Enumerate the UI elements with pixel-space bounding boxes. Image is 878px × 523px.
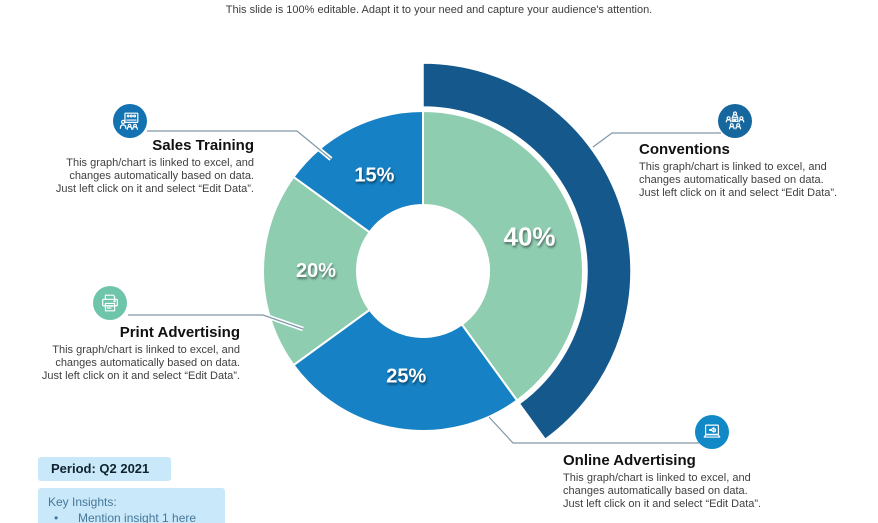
callout-title: Conventions [639, 141, 730, 158]
callout-desc-line: This graph/chart is linked to excel, and [639, 161, 827, 173]
callout-online-advertising: Online Advertising This graph/chart is l… [563, 452, 779, 511]
donut-slice-labels: 40% 25% 20% 15% [296, 165, 556, 388]
slice-conventions[interactable] [422, 109, 584, 402]
callout-desc-line: changes automatically based on data. [563, 485, 748, 497]
key-insights-bullet-text: Mention insight 1 here [78, 511, 197, 523]
callout-title: Print Advertising [119, 324, 240, 341]
callout-title: Sales Training [152, 137, 254, 154]
bullet-dot: • [54, 511, 59, 523]
printer-icon [93, 286, 127, 320]
laptop-ad-icon [695, 415, 729, 449]
callout-desc-line: This graph/chart is linked to excel, and [563, 472, 751, 484]
slice-label: 15% [354, 165, 394, 187]
slice-online-advertising[interactable] [292, 308, 519, 432]
callout-desc-line: This graph/chart is linked to excel, and [66, 157, 254, 169]
slice-label: 20% [296, 260, 336, 282]
period-label: Period: Q2 2021 [51, 461, 150, 476]
slice-sales-training[interactable] [292, 109, 424, 234]
callout-desc-line: changes automatically based on data. [639, 174, 824, 186]
callout-title: Online Advertising [563, 452, 696, 469]
callout-desc-line: Just left click on it and select “Edit D… [639, 187, 838, 199]
connector-sales-training [147, 128, 333, 161]
callout-desc-line: This graph/chart is linked to excel, and [52, 344, 240, 356]
donut-slices[interactable] [261, 62, 632, 441]
callout-conventions: Conventions This graph/chart is linked t… [639, 141, 855, 200]
callout-desc-line: Just left click on it and select “Edit D… [55, 183, 254, 195]
callout-sales-training: Sales Training This graph/chart is linke… [38, 137, 254, 196]
callout-desc-line: changes automatically based on data. [69, 170, 254, 182]
key-insights-heading: Key Insights: [48, 495, 117, 509]
top-note: This slide is 100% editable. Adapt it to… [225, 4, 653, 16]
callout-desc-line: changes automatically based on data. [55, 357, 240, 369]
key-insights-box: Key Insights: • Mention insight 1 here [38, 488, 225, 523]
callout-desc-line: Just left click on it and select “Edit D… [41, 370, 240, 382]
connector-print-advertising [128, 312, 304, 332]
callout-desc-line: Just left click on it and select “Edit D… [563, 498, 762, 510]
highlight-ring-conventions[interactable] [422, 62, 632, 441]
period-badge: Period: Q2 2021 [38, 457, 171, 481]
slice-label: 25% [386, 366, 426, 388]
meeting-people-icon [718, 104, 752, 138]
callout-print-advertising: Print Advertising This graph/chart is li… [24, 324, 240, 383]
key-insights-bullet: • Mention insight 1 here [48, 510, 215, 523]
slice-label: 40% [503, 221, 555, 251]
training-presentation-icon [113, 104, 147, 138]
connector-conventions [591, 130, 721, 149]
connector-online-advertising [487, 415, 699, 446]
